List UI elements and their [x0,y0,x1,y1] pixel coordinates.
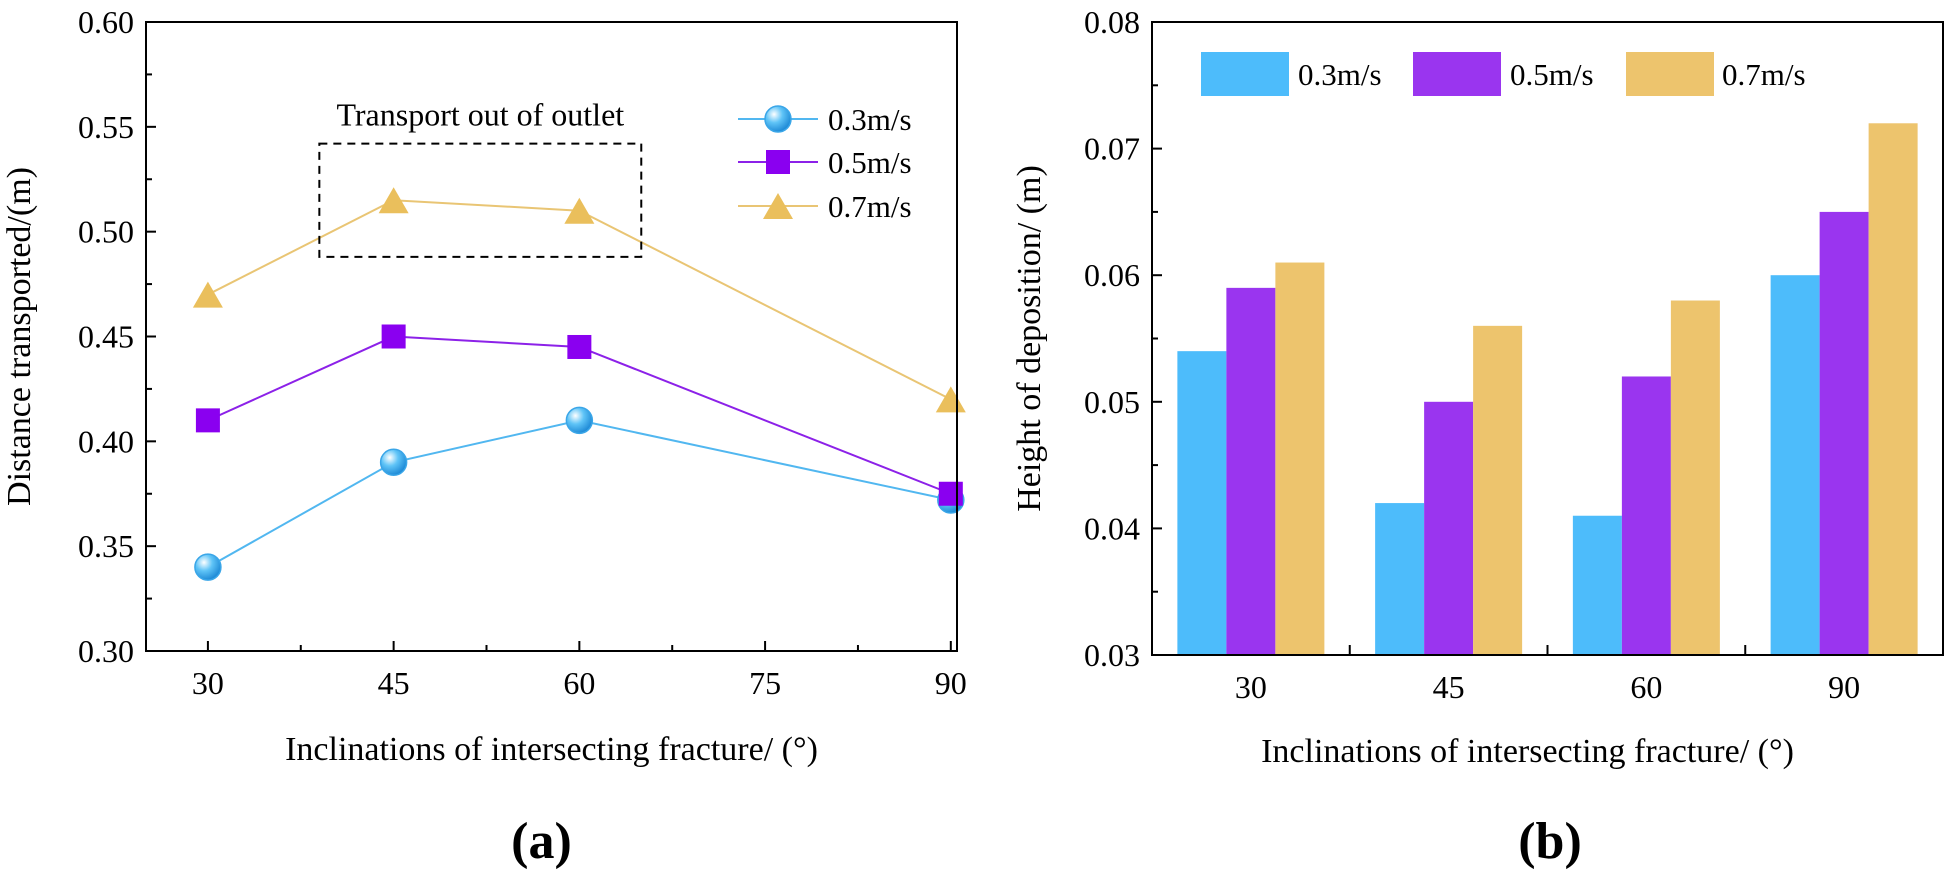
chart-a: 0.30 0.35 0.40 0.45 0.50 0.55 0.60 30 45 60 75 90 T… [1,4,967,870]
x-tick-label: 30 [1235,669,1267,705]
panel-label: (b) [1518,813,1582,870]
chart-b-legend: 0.3m/s 0.5m/s 0.7m/s [1201,52,1806,96]
y-tick-label: 0.05 [1084,384,1140,420]
data-point [194,553,222,581]
legend-marker [766,150,790,174]
bar-0.7m/s-90 [1868,123,1918,655]
y-tick-label: 0.35 [78,528,134,564]
legend-marker [763,193,793,219]
bar-0.5m/s-45 [1424,401,1474,655]
data-point [379,448,408,477]
y-tick-label: 0.06 [1084,257,1140,293]
bar-0.7m/s-30 [1275,262,1325,655]
data-point [938,481,963,506]
x-tick-label: 60 [563,665,595,701]
legend-label: 0.3m/s [1298,57,1382,92]
x-tick-label: 45 [378,665,410,701]
y-tick-label: 0.03 [1084,637,1140,673]
y-tick-label: 0.07 [1084,131,1140,167]
y-axis-title: Distance transported/(m) [1,167,38,506]
bar-0.3m/s-30 [1177,351,1227,655]
legend-swatch [1626,52,1714,96]
legend-label: 0.5m/s [828,145,912,180]
x-axis-title: Inclinations of intersecting fracture/ (… [285,731,818,768]
data-point [195,408,220,433]
y-tick-label: 0.60 [78,4,134,40]
legend-item-0.3: 0.3m/s [738,102,912,137]
legend-marker [764,105,792,133]
bar-0.5m/s-60 [1621,376,1671,655]
x-axis-title: Inclinations of intersecting fracture/ (… [1261,733,1794,770]
chart-a-frame [145,21,958,652]
legend-item-0.7: 0.7m/s [738,189,912,224]
y-tick-label: 0.45 [78,319,134,355]
x-tick-label: 45 [1433,669,1465,705]
chart-b-frame [1151,21,1944,656]
y-tick-label: 0.04 [1084,510,1140,546]
chart-b-ticks: 0.03 0.04 0.05 0.06 0.07 0.08 30 45 60 90 [1084,4,1860,705]
bar-0.5m/s-90 [1819,211,1869,655]
legend-label: 0.7m/s [828,189,912,224]
bar-0.3m/s-90 [1770,275,1820,655]
annotation-box [318,142,643,258]
x-tick-label: 90 [935,665,967,701]
data-point [564,197,595,224]
legend-marker-sphere [764,105,792,133]
chart-a-series [192,187,966,581]
bar-0.7m/s-60 [1670,300,1720,655]
bar-0.3m/s-60 [1572,515,1622,655]
chart-b: 0.03 0.04 0.05 0.06 0.07 0.08 30 45 60 90 0.3m/s … [1011,4,1944,870]
data-point [565,406,594,435]
data-point [381,324,406,349]
legend-marker-triangle [763,193,793,219]
legend-swatch [1413,52,1501,96]
x-tick-label: 90 [1828,669,1860,705]
y-tick-label: 0.08 [1084,4,1140,40]
annotation-text: Transport out of outlet [336,97,624,133]
legend-label: 0.5m/s [1510,57,1594,92]
series-line-0.7m/s [207,199,952,401]
bar-0.3m/s-45 [1375,503,1425,655]
legend-item-0.5: 0.5m/s [738,145,912,180]
y-axis-title: Height of deposition/ (m) [1011,165,1048,512]
y-tick-label: 0.50 [78,214,134,250]
x-tick-label: 60 [1630,669,1662,705]
x-tick-label: 30 [192,665,224,701]
data-point [378,187,409,214]
data-point [567,334,592,359]
chart-a-legend: 0.3m/s 0.5m/s 0.7m/s [738,102,912,224]
series-line-0.5m/s [207,335,952,495]
chart-b-bars [1177,123,1918,655]
x-tick-label: 75 [749,665,781,701]
series-line-0.3m/s [207,419,952,569]
y-tick-label: 0.30 [78,633,134,669]
legend-label: 0.3m/s [828,102,912,137]
legend-marker-square [766,150,790,174]
legend-label: 0.7m/s [1722,57,1806,92]
data-point [192,281,223,308]
y-tick-label: 0.55 [78,109,134,145]
legend-swatch [1201,52,1289,96]
data-point [935,386,966,413]
panel-label: (a) [511,813,572,870]
bar-0.5m/s-30 [1226,287,1276,655]
chart-a-ticks: 0.30 0.35 0.40 0.45 0.50 0.55 0.60 30 45 60 75 90 [78,4,967,701]
bar-0.7m/s-45 [1473,325,1523,655]
y-tick-label: 0.40 [78,423,134,459]
